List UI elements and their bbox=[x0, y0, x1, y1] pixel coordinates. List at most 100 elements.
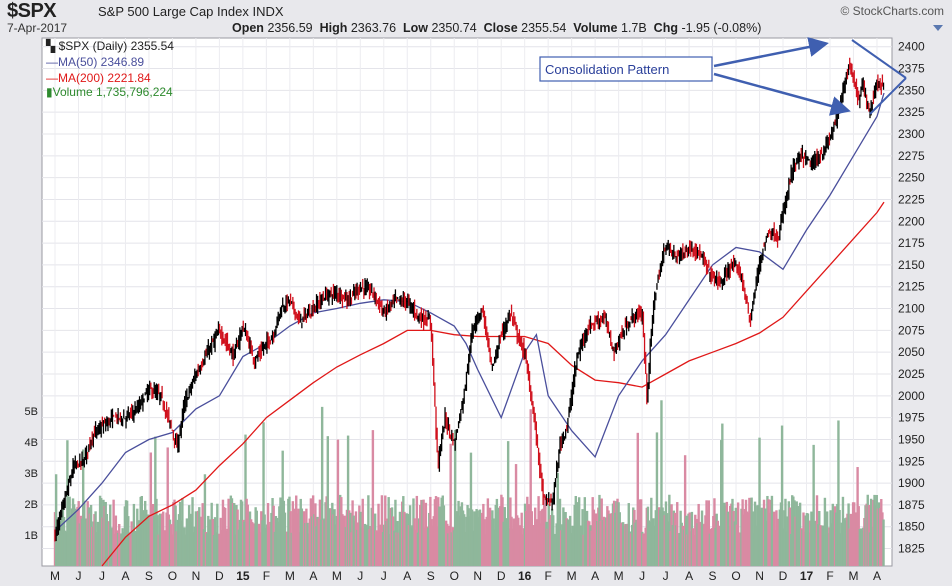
volume-bar bbox=[149, 452, 153, 566]
price-tick-label: 2150 bbox=[898, 258, 925, 272]
high-value: 2363.76 bbox=[350, 21, 397, 35]
time-tick-label: J bbox=[357, 569, 363, 583]
price-tick-label: 2250 bbox=[898, 171, 925, 185]
volume-bar bbox=[676, 502, 679, 566]
volume-tick-label: 4B bbox=[25, 437, 38, 449]
volume-bar bbox=[191, 497, 194, 566]
time-tick-label: S bbox=[145, 569, 153, 583]
volume-value: 1.7B bbox=[621, 21, 647, 35]
volume-bar bbox=[371, 430, 375, 566]
volume-bar bbox=[336, 439, 340, 566]
legend-ma200-label: MA(200) 2221.84 bbox=[58, 71, 151, 85]
price-tick-label: 1900 bbox=[898, 476, 925, 490]
volume-bar bbox=[449, 443, 452, 566]
time-tick-label: F bbox=[826, 569, 833, 583]
price-tick-label: 2000 bbox=[898, 389, 925, 403]
time-tick-label: F bbox=[545, 569, 552, 583]
volume-tick-label: 3B bbox=[25, 468, 38, 480]
price-tick-label: 2225 bbox=[898, 192, 925, 206]
legend-volume-label: Volume 1,735,796,224 bbox=[52, 85, 173, 99]
open-label: Open bbox=[232, 21, 264, 35]
legend-ma50: —MA(50) 2346.89 bbox=[46, 55, 144, 69]
time-tick-label: J bbox=[381, 569, 387, 583]
time-tick-label: O bbox=[168, 569, 177, 583]
time-tick-label: 16 bbox=[518, 569, 532, 583]
low-value: 2350.74 bbox=[431, 21, 477, 35]
price-tick-label: 1850 bbox=[898, 520, 925, 534]
time-tick-label: O bbox=[450, 569, 459, 583]
time-tick-label: A bbox=[873, 569, 881, 583]
time-tick-label: M bbox=[332, 569, 342, 583]
exchange-code: INDX bbox=[252, 4, 284, 19]
price-tick-label: 2400 bbox=[898, 40, 925, 54]
volume-bar bbox=[387, 497, 390, 566]
volume-bar bbox=[721, 423, 724, 566]
legend-ma50-label: MA(50) 2346.89 bbox=[58, 55, 145, 69]
volume-tick-label: 1B bbox=[25, 530, 38, 542]
volume-bar bbox=[112, 499, 115, 566]
chart-header: $SPX S&P 500 Large Cap Index INDX 7-Apr-… bbox=[0, 0, 952, 38]
volume-bar bbox=[837, 420, 840, 566]
time-tick-label: A bbox=[685, 569, 693, 583]
price-tick-label: 2125 bbox=[898, 280, 925, 294]
volume-bar bbox=[326, 436, 329, 566]
volume-label: Volume bbox=[573, 21, 618, 35]
price-tick-label: 2300 bbox=[898, 127, 925, 141]
volume-bar bbox=[514, 464, 518, 566]
chart-date: 7-Apr-2017 bbox=[7, 21, 68, 35]
ohlc-legend-icon: ▚ bbox=[46, 39, 56, 53]
time-tick-label: M bbox=[50, 569, 60, 583]
chg-value: -1.95 (-0.08%) bbox=[681, 21, 762, 35]
price-tick-label: 2275 bbox=[898, 149, 925, 163]
low-label: Low bbox=[402, 21, 428, 35]
chevron-down-icon[interactable] bbox=[933, 25, 943, 31]
price-tick-label: 2025 bbox=[898, 367, 925, 381]
time-tick-label: N bbox=[473, 569, 482, 583]
price-tick-label: 1950 bbox=[898, 432, 925, 446]
price-tick-label: 2175 bbox=[898, 236, 925, 250]
time-tick-label: D bbox=[215, 569, 224, 583]
close-label: Close bbox=[483, 21, 518, 35]
volume-bar bbox=[506, 441, 510, 566]
index-full-name: S&P 500 Large Cap Index bbox=[98, 4, 249, 19]
time-tick-label: 17 bbox=[800, 569, 814, 583]
volume-bar bbox=[882, 519, 885, 566]
legend-ma200: —MA(200) 2221.84 bbox=[46, 71, 151, 85]
price-tick-label: 2200 bbox=[898, 214, 925, 228]
legend-price: ▚ $SPX (Daily) 2355.54 bbox=[46, 39, 174, 53]
volume-tick-label: 5B bbox=[25, 406, 38, 418]
ma200-legend-swatch: — bbox=[46, 71, 58, 85]
legend-price-label: $SPX (Daily) 2355.54 bbox=[58, 39, 174, 53]
time-tick-label: F bbox=[263, 569, 270, 583]
time-tick-label: S bbox=[709, 569, 717, 583]
annotation-box bbox=[539, 56, 713, 82]
stockcharts-brand[interactable]: © StockCharts.com bbox=[840, 4, 944, 18]
plot-area bbox=[41, 37, 893, 567]
triangle-upper-line bbox=[851, 39, 907, 79]
time-tick-label: J bbox=[99, 569, 105, 583]
time-tick-label: J bbox=[663, 569, 669, 583]
annotation-label: Consolidation Pattern bbox=[545, 62, 669, 77]
time-tick-label: N bbox=[755, 569, 764, 583]
volume-bar bbox=[66, 440, 69, 566]
volume-bar bbox=[707, 500, 711, 566]
close-value: 2355.54 bbox=[521, 21, 567, 35]
volume-bar bbox=[380, 495, 384, 566]
time-tick-label: J bbox=[75, 569, 81, 583]
triangle-lower-line bbox=[869, 77, 907, 115]
ma50-legend-swatch: — bbox=[46, 55, 58, 69]
volume-bar bbox=[668, 494, 671, 566]
time-tick-label: 15 bbox=[236, 569, 250, 583]
open-value: 2356.59 bbox=[267, 21, 313, 35]
time-tick-label: A bbox=[121, 569, 129, 583]
time-tick-label: D bbox=[497, 569, 506, 583]
time-tick-label: N bbox=[192, 569, 201, 583]
volume-bar bbox=[54, 474, 58, 566]
time-tick-label: J bbox=[639, 569, 645, 583]
ma50-line bbox=[54, 92, 885, 532]
volume-legend-icon: ▮ bbox=[46, 85, 53, 99]
symbol-title: $SPX bbox=[7, 0, 57, 22]
price-tick-label: 2325 bbox=[898, 105, 925, 119]
legend-volume: ▮Volume 1,735,796,224 bbox=[46, 85, 173, 99]
